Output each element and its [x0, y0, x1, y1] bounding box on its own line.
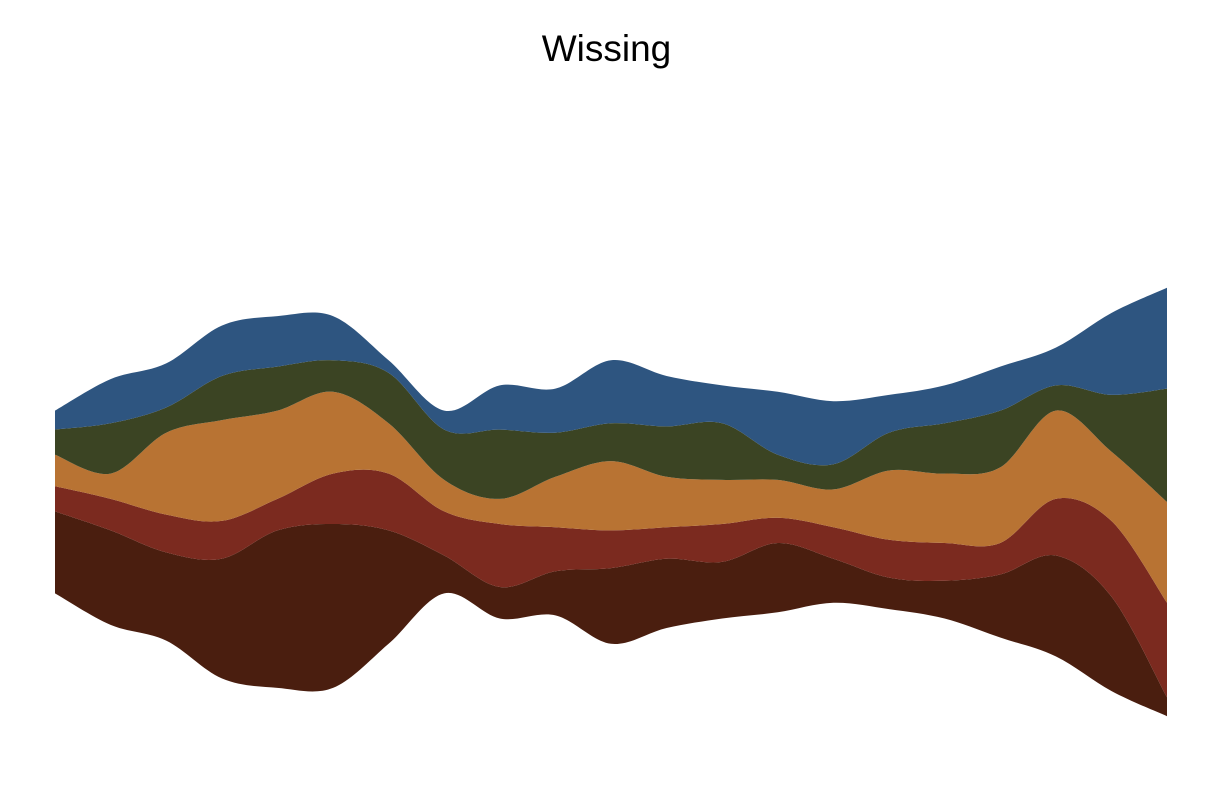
stream-layer-3: [55, 391, 1167, 603]
chart-title: Wissing: [541, 28, 672, 69]
stream-layer-1: [55, 511, 1167, 717]
stream-layer-4: [55, 360, 1167, 502]
stream-layer-5: [55, 287, 1167, 466]
